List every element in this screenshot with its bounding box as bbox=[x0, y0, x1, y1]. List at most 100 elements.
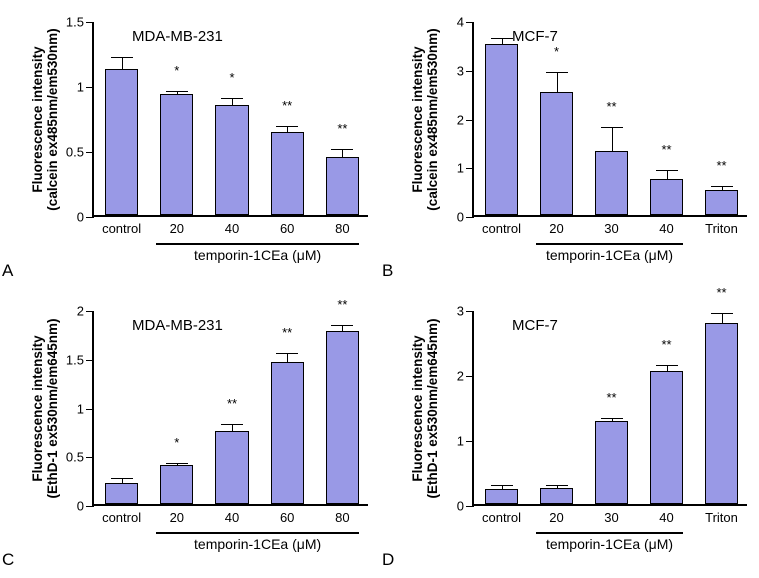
error-bar bbox=[557, 73, 558, 93]
bar bbox=[485, 489, 518, 504]
error-bar bbox=[232, 99, 233, 104]
error-cap bbox=[111, 478, 133, 479]
significance-marker: * bbox=[174, 64, 179, 77]
significance-marker: ** bbox=[716, 286, 726, 299]
y-axis-label-line1: Fluorescence intensity bbox=[30, 311, 45, 506]
panel-letter: B bbox=[382, 261, 393, 281]
panel-letter: A bbox=[2, 261, 13, 281]
bar bbox=[105, 483, 138, 504]
significance-marker: ** bbox=[337, 122, 347, 135]
error-bar bbox=[612, 128, 613, 150]
significance-marker: ** bbox=[227, 397, 237, 410]
x-tick-label: 40 bbox=[659, 504, 673, 525]
error-bar bbox=[122, 479, 123, 483]
panel-letter: D bbox=[382, 550, 394, 570]
error-bar bbox=[232, 425, 233, 431]
y-axis-label: Fluorescence intensity(EthD-1 ex530nm/em… bbox=[30, 311, 60, 506]
y-tick-label: 1.5 bbox=[66, 352, 94, 367]
x-tick-label: 20 bbox=[549, 504, 563, 525]
x-tick-label: 40 bbox=[659, 215, 673, 236]
error-bar bbox=[502, 39, 503, 45]
y-tick-label: 2 bbox=[77, 304, 94, 319]
bar bbox=[540, 488, 573, 504]
bar bbox=[215, 105, 248, 216]
y-tick-label: 3 bbox=[457, 304, 474, 319]
x-tick-label: 40 bbox=[225, 215, 239, 236]
significance-marker: ** bbox=[716, 159, 726, 172]
error-cap bbox=[221, 98, 243, 99]
error-cap bbox=[111, 57, 133, 58]
significance-marker: * bbox=[554, 45, 559, 58]
x-tick-label: 40 bbox=[225, 504, 239, 525]
y-tick-label: 1 bbox=[457, 161, 474, 176]
panel-A: 00.511.5control*20*40**60**80temporin-1C… bbox=[0, 0, 380, 289]
error-bar bbox=[122, 58, 123, 70]
panel-title: MCF-7 bbox=[512, 317, 558, 334]
x-tick-label: 30 bbox=[604, 504, 618, 525]
bar bbox=[650, 371, 683, 504]
x-group-label: temporin-1CEa (μM) bbox=[194, 247, 321, 263]
bar bbox=[326, 331, 359, 504]
error-cap bbox=[656, 170, 678, 171]
x-tick-label: 20 bbox=[170, 215, 184, 236]
x-tick-label: 30 bbox=[604, 215, 618, 236]
error-bar bbox=[287, 127, 288, 132]
significance-marker: ** bbox=[606, 100, 616, 113]
y-tick-label: 1 bbox=[77, 401, 94, 416]
significance-marker: * bbox=[174, 436, 179, 449]
bar bbox=[160, 94, 193, 215]
y-axis-label: Fluorescence intensity(calcein ex485nm/e… bbox=[410, 22, 440, 217]
bar bbox=[595, 151, 628, 215]
error-cap bbox=[166, 463, 188, 464]
x-group-label: temporin-1CEa (μM) bbox=[546, 536, 673, 552]
y-axis-label: Fluorescence intensity(EthD-1 ex530nm/em… bbox=[410, 311, 440, 506]
bar bbox=[705, 323, 738, 504]
bar bbox=[271, 362, 304, 504]
bar bbox=[540, 92, 573, 215]
y-tick-label: 1 bbox=[77, 80, 94, 95]
x-tick-label: 80 bbox=[335, 215, 349, 236]
error-cap bbox=[276, 353, 298, 354]
x-tick-label: control bbox=[482, 504, 521, 525]
x-tick-label: control bbox=[482, 215, 521, 236]
error-bar bbox=[722, 187, 723, 189]
x-tick-label: 60 bbox=[280, 215, 294, 236]
x-tick-label: 60 bbox=[280, 504, 294, 525]
error-bar bbox=[502, 486, 503, 489]
y-tick-label: 1 bbox=[457, 434, 474, 449]
y-axis-label-line2: (calcein ex485nm/em530nm) bbox=[425, 22, 440, 217]
significance-marker: ** bbox=[337, 298, 347, 311]
plot-area: 00.511.52control*20**40**60**80 bbox=[92, 311, 368, 506]
y-tick-label: 0 bbox=[457, 210, 474, 225]
x-group-label: temporin-1CEa (μM) bbox=[546, 247, 673, 263]
figure-root: 00.511.5control*20*40**60**80temporin-1C… bbox=[0, 0, 759, 578]
y-tick-label: 0.5 bbox=[66, 145, 94, 160]
bar bbox=[485, 44, 518, 215]
significance-marker: ** bbox=[661, 338, 671, 351]
error-cap bbox=[166, 91, 188, 92]
error-cap bbox=[491, 38, 513, 39]
panel-B: 01234control*20**30**40**Triton temporin-… bbox=[380, 0, 759, 289]
error-bar bbox=[722, 314, 723, 324]
plot-area: 01234control*20**30**40**Triton bbox=[472, 22, 747, 217]
error-cap bbox=[546, 72, 568, 73]
panel-D: 0123control20**30**40**Triton temporin-1C… bbox=[380, 289, 759, 578]
error-bar bbox=[287, 354, 288, 362]
error-cap bbox=[656, 365, 678, 366]
y-tick-label: 4 bbox=[457, 15, 474, 30]
error-bar bbox=[342, 326, 343, 332]
error-cap bbox=[276, 126, 298, 127]
error-bar bbox=[177, 92, 178, 95]
significance-marker: * bbox=[229, 71, 234, 84]
x-group-line bbox=[156, 243, 359, 245]
significance-marker: ** bbox=[282, 326, 292, 339]
x-group-line bbox=[536, 532, 683, 534]
plot-area: 0123control20**30**40**Triton bbox=[472, 311, 747, 506]
significance-marker: ** bbox=[606, 391, 616, 404]
x-group-line bbox=[156, 532, 359, 534]
error-cap bbox=[331, 149, 353, 150]
bar bbox=[271, 132, 304, 215]
significance-marker: ** bbox=[661, 143, 671, 156]
y-axis-label-line2: (EthD-1 ex530nm/em645nm) bbox=[425, 311, 440, 506]
x-tick-label: control bbox=[102, 215, 141, 236]
